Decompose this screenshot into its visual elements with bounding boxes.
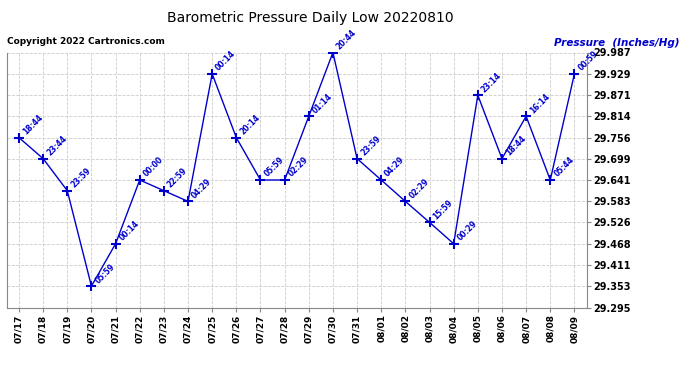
Text: 20:14: 20:14 bbox=[238, 113, 262, 136]
Text: 23:59: 23:59 bbox=[69, 166, 92, 190]
Text: 23:14: 23:14 bbox=[480, 71, 503, 94]
Text: 04:29: 04:29 bbox=[383, 156, 406, 179]
Text: 01:14: 01:14 bbox=[310, 92, 334, 115]
Text: 00:29: 00:29 bbox=[455, 219, 479, 243]
Text: 15:59: 15:59 bbox=[431, 198, 455, 221]
Text: 00:00: 00:00 bbox=[141, 156, 165, 179]
Text: 05:59: 05:59 bbox=[262, 156, 286, 179]
Text: Barometric Pressure Daily Low 20220810: Barometric Pressure Daily Low 20220810 bbox=[167, 11, 454, 25]
Text: Pressure  (Inches/Hg): Pressure (Inches/Hg) bbox=[554, 38, 680, 48]
Text: 23:59: 23:59 bbox=[359, 134, 382, 158]
Text: 00:14: 00:14 bbox=[117, 219, 141, 243]
Text: 02:29: 02:29 bbox=[286, 156, 310, 179]
Text: 23:44: 23:44 bbox=[45, 134, 68, 158]
Text: 16:14: 16:14 bbox=[528, 92, 551, 115]
Text: 05:44: 05:44 bbox=[552, 156, 575, 179]
Text: 22:59: 22:59 bbox=[166, 166, 189, 190]
Text: 00:59: 00:59 bbox=[576, 50, 600, 73]
Text: 00:14: 00:14 bbox=[214, 50, 237, 73]
Text: 05:59: 05:59 bbox=[93, 262, 117, 285]
Text: 20:44: 20:44 bbox=[335, 28, 358, 51]
Text: 18:44: 18:44 bbox=[504, 134, 527, 158]
Text: 04:29: 04:29 bbox=[190, 177, 213, 200]
Text: 18:44: 18:44 bbox=[21, 113, 44, 136]
Text: Copyright 2022 Cartronics.com: Copyright 2022 Cartronics.com bbox=[7, 38, 165, 46]
Text: 02:29: 02:29 bbox=[407, 177, 431, 200]
